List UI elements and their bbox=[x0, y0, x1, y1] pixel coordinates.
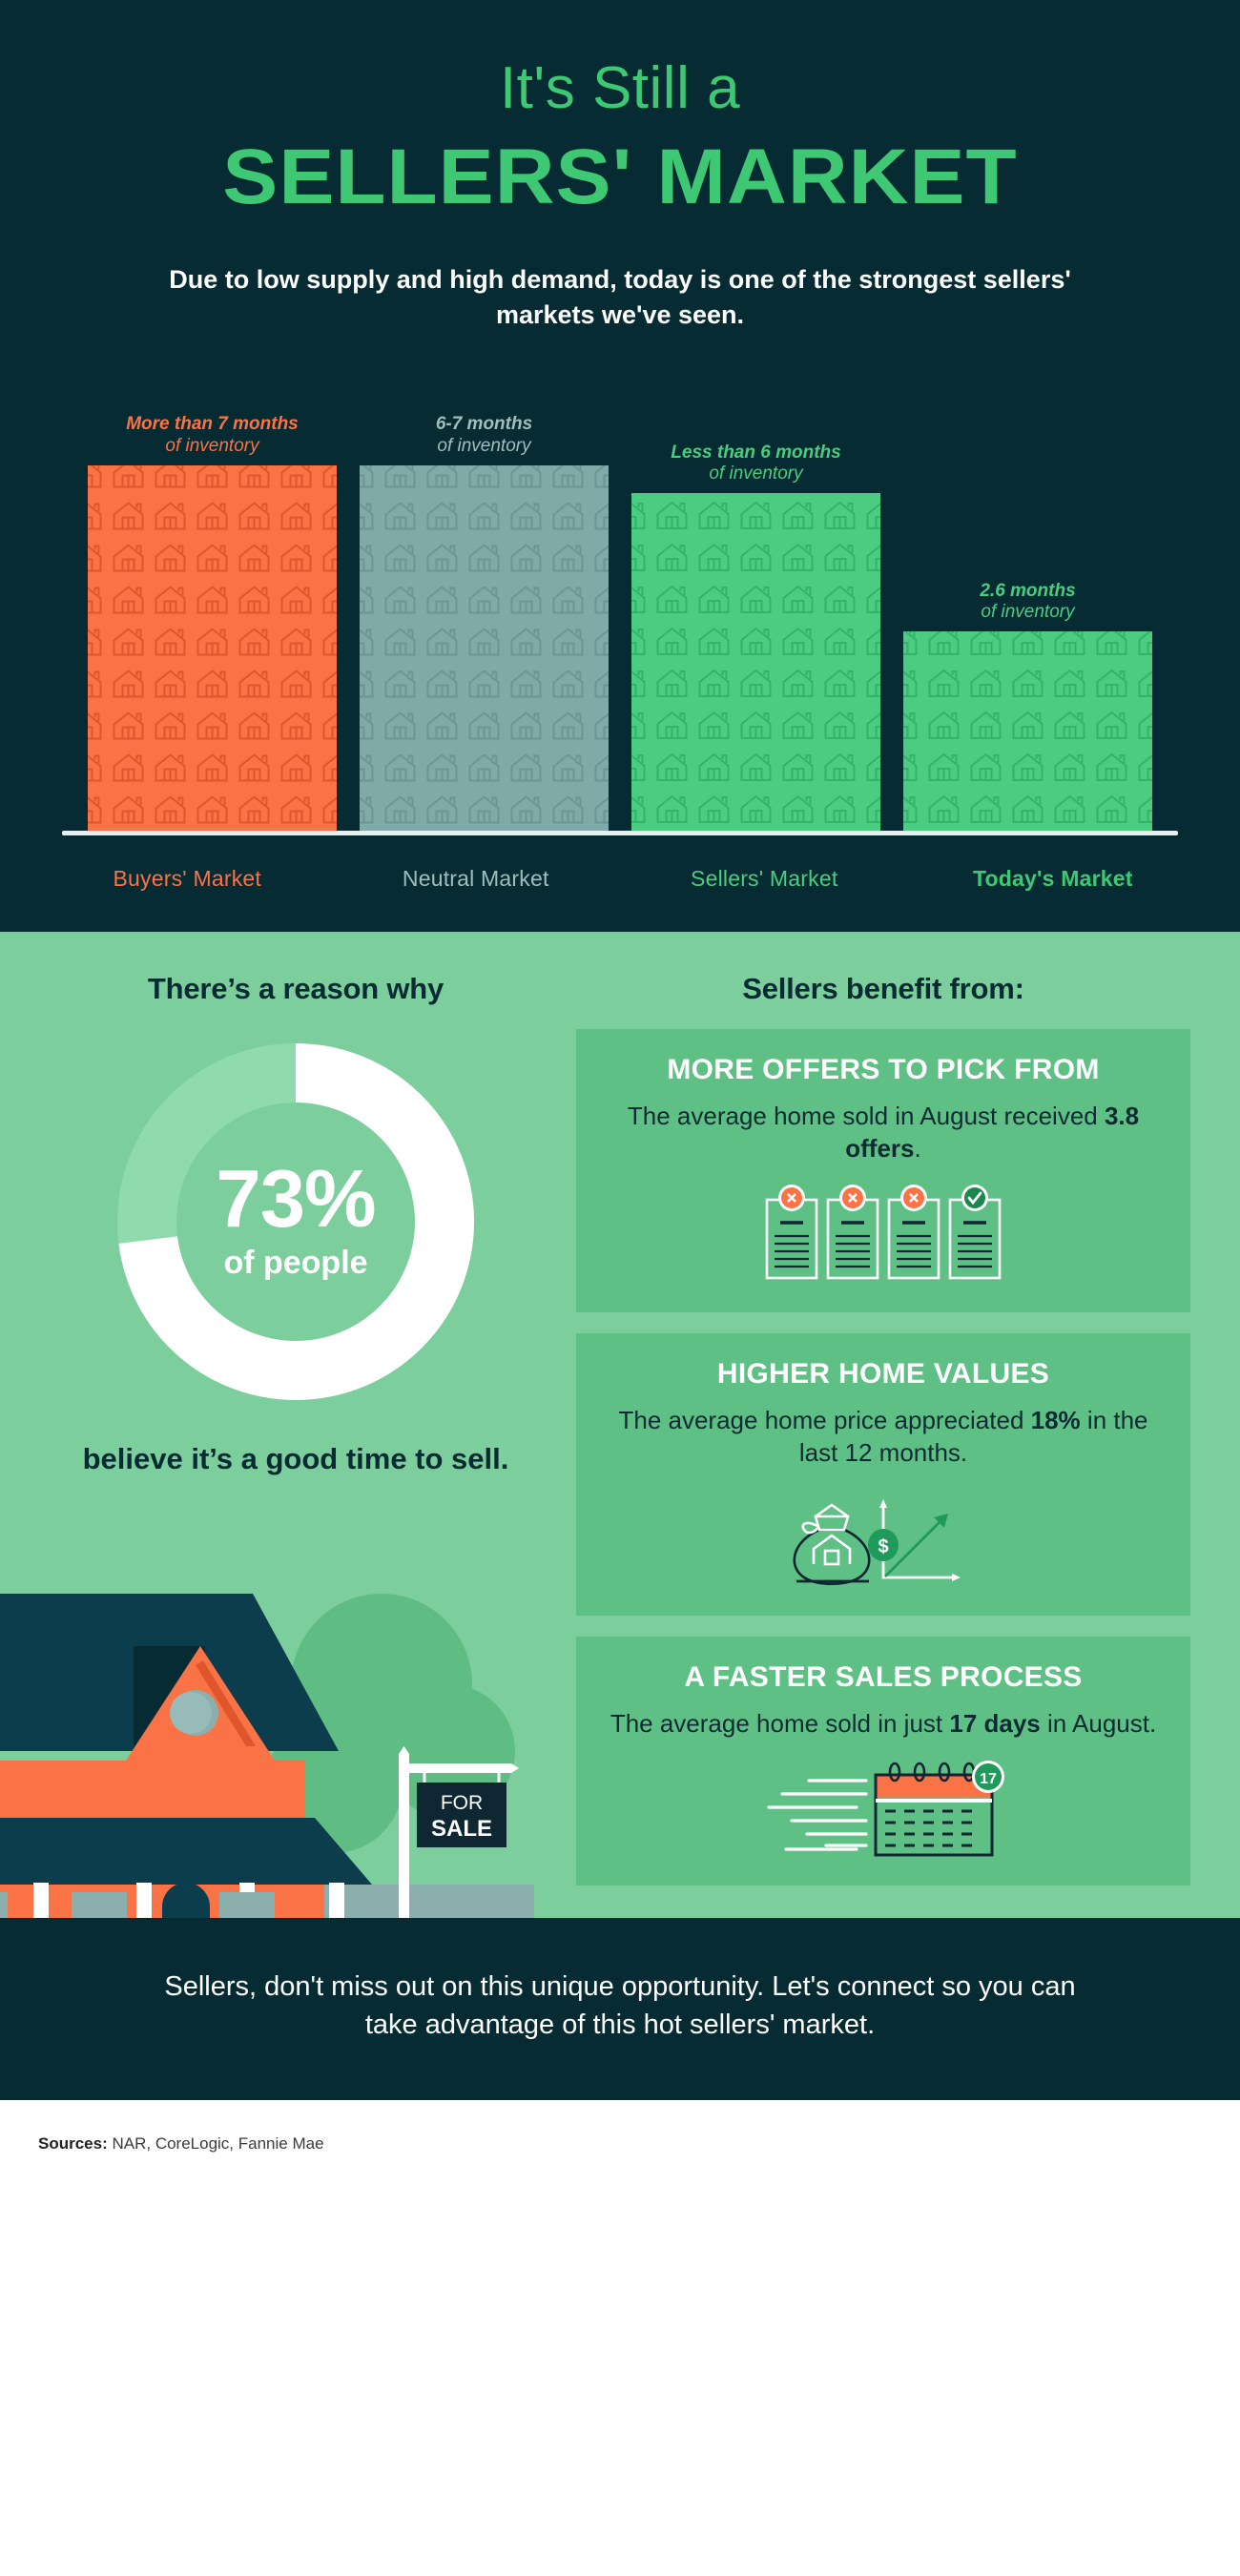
bar-annotation-bottom: of inventory bbox=[981, 602, 1075, 623]
benefit-cards-panel: Sellers benefit from: MORE OFFERS TO PIC… bbox=[576, 972, 1190, 1886]
benefit-body-highlight: 3.8 offers bbox=[845, 1102, 1140, 1164]
bar-annotation-sellers: Less than 6 months of inventory bbox=[671, 443, 840, 486]
bar-annotation-today: 2.6 months of inventory bbox=[980, 581, 1075, 625]
hero-section: It's Still a SELLERS' MARKET Due to low … bbox=[0, 0, 1240, 933]
benefits-section: FOR SALE There’s a reason why 73% of peo… bbox=[0, 932, 1240, 1918]
benefit-body-post: . bbox=[914, 1134, 921, 1164]
sources-label: Sources: bbox=[38, 2133, 108, 2153]
bar-label-sellers: Sellers' Market bbox=[691, 866, 838, 892]
bar-chart-category-labels: Buyers' Market Neutral Market Sellers' M… bbox=[0, 866, 1240, 932]
benefit-card-title: MORE OFFERS TO PICK FROM bbox=[667, 1054, 1100, 1086]
bar-column-today: 2.6 months of inventory bbox=[892, 414, 1164, 833]
bar-label-buyers: Buyers' Market bbox=[113, 866, 261, 892]
donut-value-arc bbox=[117, 1043, 474, 1401]
cta-text: Sellers, don't miss out on this unique o… bbox=[164, 1970, 1076, 2041]
hero-title-line1: It's Still a bbox=[499, 55, 741, 121]
benefit-card-body: The average home price appreciated 18% i… bbox=[605, 1404, 1162, 1470]
bar-annotation-top: More than 7 months bbox=[126, 414, 299, 435]
reject-badge-icon bbox=[778, 1184, 927, 1211]
donut-chart-svg bbox=[117, 1043, 474, 1401]
benefit-body-post: in the last 12 months. bbox=[798, 1405, 1148, 1468]
benefit-card-title: HIGHER HOME VALUES bbox=[716, 1357, 1050, 1390]
bar-chart-bars: More than 7 months of inventory 6-7 mont… bbox=[33, 414, 1207, 833]
seller-sentiment-donut: 73% of people bbox=[105, 1031, 486, 1412]
reason-why-panel: There’s a reason why 73% of people belie… bbox=[50, 972, 542, 1886]
calendar-day-badge: 17 bbox=[980, 1771, 997, 1787]
bar-column-buyers: More than 7 months of inventory bbox=[76, 414, 348, 833]
fast-calendar-icon: 17 bbox=[605, 1758, 1162, 1861]
benefit-body-pre: The average home price appreciated bbox=[618, 1405, 1031, 1434]
bar-annotation-buyers: More than 7 months of inventory bbox=[126, 414, 299, 458]
benefit-card-body: The average home sold in August received… bbox=[605, 1100, 1162, 1165]
benefit-card-faster-sales[interactable]: A FASTER SALES PROCESS The average home … bbox=[576, 1637, 1190, 1886]
hero-subtitle: Due to low supply and high demand, today… bbox=[169, 265, 1071, 329]
benefit-card-title: A FASTER SALES PROCESS bbox=[684, 1661, 1083, 1694]
call-to-action-section: Sellers, don't miss out on this unique o… bbox=[0, 1917, 1240, 2100]
money-bag-growth-icon: $ bbox=[605, 1486, 1162, 1591]
bar-column-sellers: Less than 6 months of inventory bbox=[620, 414, 892, 833]
inventory-bar-chart: More than 7 months of inventory 6-7 mont… bbox=[33, 385, 1207, 853]
bar-label-neutral: Neutral Market bbox=[402, 866, 549, 892]
bar-annotation-bottom: of inventory bbox=[165, 435, 259, 456]
bar-annotation-top: 6-7 months bbox=[435, 414, 533, 435]
bar-annotation-neutral: 6-7 months of inventory bbox=[436, 414, 532, 458]
bar-annotation-bottom: of inventory bbox=[709, 464, 803, 484]
bar-neutral bbox=[360, 464, 609, 833]
benefit-card-more-offers[interactable]: MORE OFFERS TO PICK FROM The average hom… bbox=[576, 1029, 1190, 1312]
benefit-card-higher-values[interactable]: HIGHER HOME VALUES The average home pric… bbox=[576, 1332, 1190, 1617]
benefit-body-highlight: 18% bbox=[1030, 1405, 1081, 1434]
bar-annotation-top: Less than 6 months bbox=[671, 442, 841, 463]
bar-column-neutral: 6-7 months of inventory bbox=[348, 414, 620, 833]
bar-buyers bbox=[88, 464, 337, 833]
hero-title-line2: SELLERS' MARKET bbox=[222, 134, 1018, 221]
bar-annotation-top: 2.6 months bbox=[980, 580, 1076, 601]
benefit-body-highlight: 17 days bbox=[949, 1709, 1041, 1739]
benefit-card-body: The average home sold in just 17 days in… bbox=[605, 1707, 1162, 1740]
offer-documents-icon bbox=[605, 1183, 1162, 1288]
accept-badge-icon bbox=[961, 1184, 988, 1211]
bar-label-today: Today's Market bbox=[972, 866, 1133, 892]
bar-sellers bbox=[631, 493, 880, 833]
bar-annotation-bottom: of inventory bbox=[437, 435, 531, 456]
benefit-body-pre: The average home sold in August received bbox=[627, 1102, 1105, 1131]
benefit-body-pre: The average home sold in just bbox=[610, 1709, 950, 1739]
chart-baseline-axis bbox=[62, 831, 1178, 836]
dollar-sign-icon: $ bbox=[878, 1536, 888, 1557]
reason-why-heading: There’s a reason why bbox=[147, 972, 444, 1006]
sources-footer: Sources: NAR, CoreLogic, Fannie Mae bbox=[0, 2099, 1240, 2182]
sources-value: NAR, CoreLogic, Fannie Mae bbox=[112, 2133, 324, 2153]
reason-why-footer: believe it’s a good time to sell. bbox=[82, 1442, 509, 1476]
benefit-body-post: in August. bbox=[1040, 1709, 1157, 1739]
benefits-heading: Sellers benefit from: bbox=[742, 972, 1024, 1006]
bar-today bbox=[903, 631, 1152, 833]
